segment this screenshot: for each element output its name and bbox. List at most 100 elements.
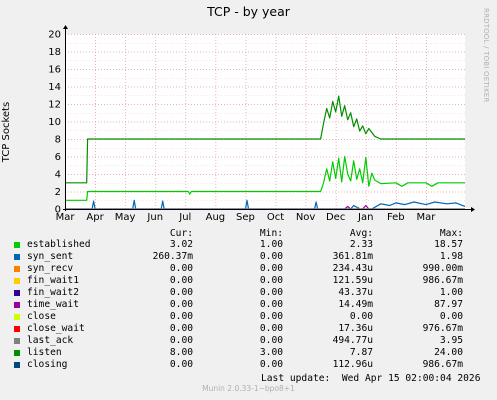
y-tick-label: 14 bbox=[48, 82, 61, 93]
legend-min: 3.00 bbox=[259, 347, 283, 358]
legend-min: 0.00 bbox=[259, 335, 283, 346]
legend-avg: 2.33 bbox=[349, 239, 373, 250]
x-tick-label: Mar bbox=[416, 212, 436, 223]
legend-header-min: Min: bbox=[259, 228, 283, 239]
x-tick-label: Aug bbox=[206, 212, 226, 223]
series-line-established bbox=[65, 155, 465, 201]
legend-min: 0.00 bbox=[259, 251, 283, 262]
legend-swatch bbox=[14, 242, 20, 248]
x-tick-label: Apr bbox=[86, 212, 104, 223]
legend-min: 0.00 bbox=[259, 263, 283, 274]
legend-name: fin_wait2 bbox=[27, 287, 79, 298]
legend-swatch bbox=[14, 278, 20, 284]
legend-max: 0.00 bbox=[439, 311, 463, 322]
x-tick-label: Jun bbox=[146, 212, 163, 223]
legend-cur: 0.00 bbox=[169, 359, 193, 370]
legend-header-max: Max: bbox=[439, 228, 463, 239]
legend-name: close_wait bbox=[27, 323, 85, 334]
legend-max: 976.67m bbox=[422, 323, 463, 334]
legend-header-avg: Avg: bbox=[349, 228, 373, 239]
y-tick-label: 16 bbox=[48, 65, 61, 76]
x-tick-label: May bbox=[115, 212, 136, 223]
legend-name: listen bbox=[27, 347, 62, 358]
y-tick-label: 6 bbox=[55, 152, 61, 163]
legend-header-cur: Cur: bbox=[169, 228, 193, 239]
legend-avg: 494.77u bbox=[332, 335, 373, 346]
legend-swatch bbox=[14, 290, 20, 296]
legend-max: 986.67m bbox=[422, 275, 463, 286]
y-axis-arrow bbox=[63, 25, 68, 29]
x-tick-labels: Mar Apr May Jun Jul Aug Sep Oct Nov Dec Jan Feb Mar bbox=[56, 212, 437, 223]
legend-max: 87.97 bbox=[434, 299, 463, 310]
y-tick-labels: 0 2 4 6 8 10 12 14 16 18 20 bbox=[48, 30, 61, 216]
legend-name: last_ack bbox=[27, 335, 74, 346]
legend-avg: 17.36u bbox=[338, 323, 373, 334]
grid-lines bbox=[65, 34, 465, 210]
y-tick-label: 18 bbox=[48, 47, 61, 58]
legend-min: 0.00 bbox=[259, 323, 283, 334]
legend-swatch bbox=[14, 338, 20, 344]
legend-name: syn_sent bbox=[27, 251, 74, 262]
legend-cur: 260.37m bbox=[152, 251, 193, 262]
legend-max: 986.67m bbox=[422, 359, 463, 370]
legend-cur: 0.00 bbox=[169, 263, 193, 274]
series-line-syn-sent bbox=[65, 199, 466, 210]
y-tick-label: 8 bbox=[55, 135, 61, 146]
legend-name: fin_wait1 bbox=[27, 275, 79, 286]
legend-swatch bbox=[14, 314, 20, 320]
legend-name: closing bbox=[27, 359, 68, 370]
legend-swatch bbox=[14, 362, 20, 368]
legend-swatch bbox=[14, 266, 20, 272]
legend-avg: 112.96u bbox=[332, 359, 373, 370]
rrdtool-watermark: RRDTOOL / TOBI OETIKER bbox=[482, 8, 490, 103]
x-tick-label: Feb bbox=[387, 212, 405, 223]
legend-avg: 361.81m bbox=[332, 251, 373, 262]
x-tick-label: Jan bbox=[357, 212, 373, 223]
legend-cur: 0.00 bbox=[169, 299, 193, 310]
y-tick-label: 20 bbox=[48, 30, 61, 41]
legend-avg: 121.59u bbox=[332, 275, 373, 286]
legend-name: syn_recv bbox=[27, 263, 74, 274]
legend-cur: 3.02 bbox=[169, 239, 193, 250]
legend-name: time_wait bbox=[27, 299, 79, 310]
legend-max: 24.00 bbox=[434, 347, 463, 358]
x-tick-label: Oct bbox=[267, 212, 284, 223]
legend-cur: 0.00 bbox=[169, 335, 193, 346]
legend-cur: 0.00 bbox=[169, 323, 193, 334]
x-tick-label: Dec bbox=[326, 212, 345, 223]
legend-avg: 14.49m bbox=[338, 299, 373, 310]
axes bbox=[63, 25, 475, 212]
legend-min: 0.00 bbox=[259, 299, 283, 310]
legend-max: 18.57 bbox=[434, 239, 463, 250]
series-line-listen bbox=[65, 95, 465, 184]
legend-max: 990.00m bbox=[422, 263, 463, 274]
y-tick-label: 0 bbox=[55, 205, 61, 216]
legend-avg: 234.43u bbox=[332, 263, 373, 274]
x-tick-label: Mar bbox=[56, 212, 76, 223]
legend-avg: 7.87 bbox=[349, 347, 373, 358]
legend-cur: 0.00 bbox=[169, 311, 193, 322]
legend-min: 0.00 bbox=[259, 287, 283, 298]
legend-max: 3.95 bbox=[439, 335, 463, 346]
munin-version-footer: Munin 2.0.33-1~bpo8+1 bbox=[202, 384, 295, 393]
legend-name: close bbox=[27, 311, 56, 322]
legend-name: established bbox=[27, 239, 91, 250]
y-tick-label: 10 bbox=[48, 117, 61, 128]
legend-max: 1.98 bbox=[439, 251, 463, 262]
legend-min: 0.00 bbox=[259, 275, 283, 286]
legend-max: 1.00 bbox=[439, 287, 463, 298]
x-tick-label: Jul bbox=[178, 212, 191, 223]
x-tick-label: Sep bbox=[236, 212, 255, 223]
x-tick-label: Nov bbox=[296, 212, 316, 223]
legend-avg: 43.37u bbox=[338, 287, 373, 298]
legend-min: 0.00 bbox=[259, 359, 283, 370]
x-axis-arrow bbox=[471, 207, 475, 212]
legend-swatch bbox=[14, 254, 20, 260]
legend-min: 0.00 bbox=[259, 311, 283, 322]
plot-background bbox=[65, 34, 465, 209]
legend-cur: 8.00 bbox=[169, 347, 193, 358]
y-tick-label: 12 bbox=[48, 100, 61, 111]
y-tick-label: 4 bbox=[55, 170, 61, 181]
